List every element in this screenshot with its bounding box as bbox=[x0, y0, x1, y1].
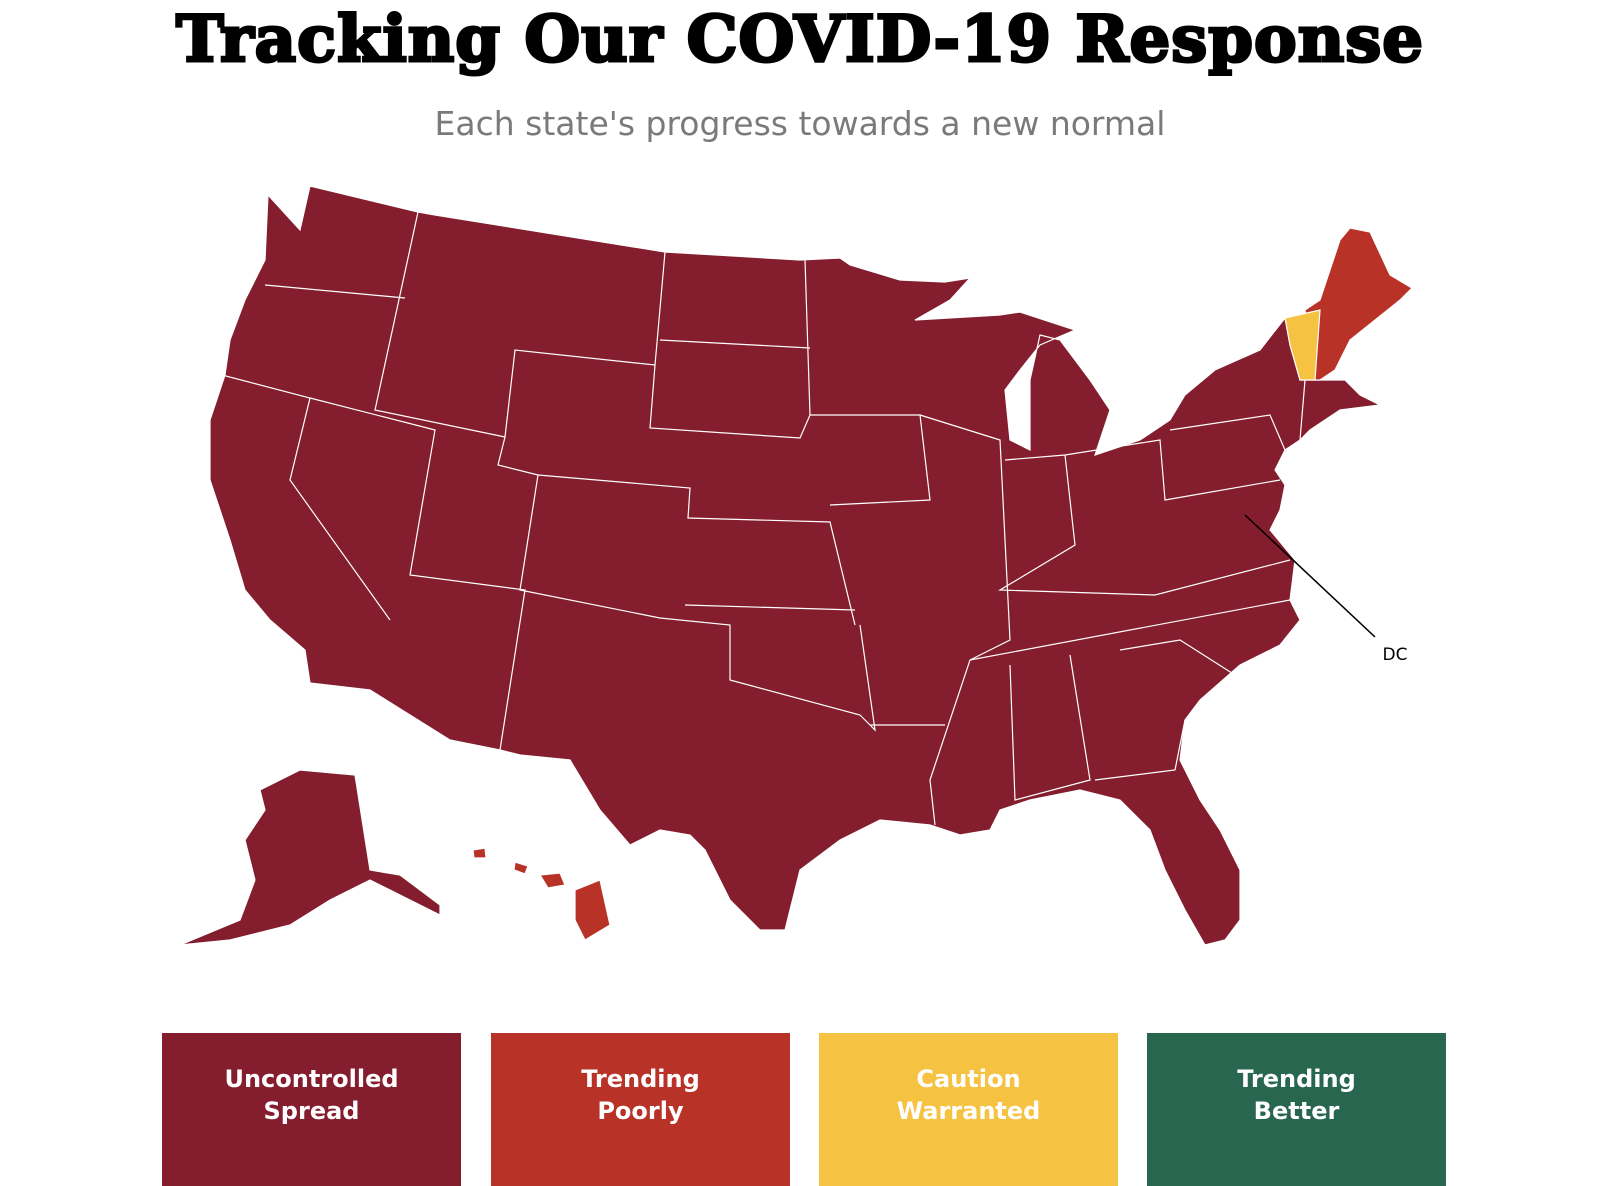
legend-item: Trending Better bbox=[1147, 1033, 1446, 1186]
legend-label: Caution Warranted bbox=[896, 1065, 1041, 1125]
legend-label: Uncontrolled Spread bbox=[224, 1065, 399, 1125]
legend-item: Caution Warranted bbox=[819, 1033, 1118, 1186]
annotation: DC bbox=[1383, 645, 1408, 665]
legend-label: Trending Better bbox=[1237, 1065, 1356, 1125]
state-region bbox=[513, 861, 529, 875]
legend-item: Uncontrolled Spread bbox=[162, 1033, 461, 1186]
state-region bbox=[1304, 227, 1413, 381]
state-borders bbox=[221, 211, 1306, 826]
state-region bbox=[574, 879, 611, 941]
title: Tracking Our COVID-19 Response bbox=[174, 1, 1425, 79]
subtitle: Each state's progress towards a new norm… bbox=[434, 104, 1166, 143]
state-region bbox=[1284, 309, 1321, 381]
map: DC bbox=[179, 185, 1413, 946]
state-region bbox=[472, 847, 487, 859]
annotation-leader bbox=[1244, 514, 1376, 638]
legend-label: Trending Poorly bbox=[581, 1065, 700, 1125]
state-region bbox=[209, 185, 1383, 946]
state-region bbox=[179, 769, 441, 946]
legend-item: Trending Poorly bbox=[491, 1033, 790, 1186]
state-region bbox=[538, 872, 566, 889]
